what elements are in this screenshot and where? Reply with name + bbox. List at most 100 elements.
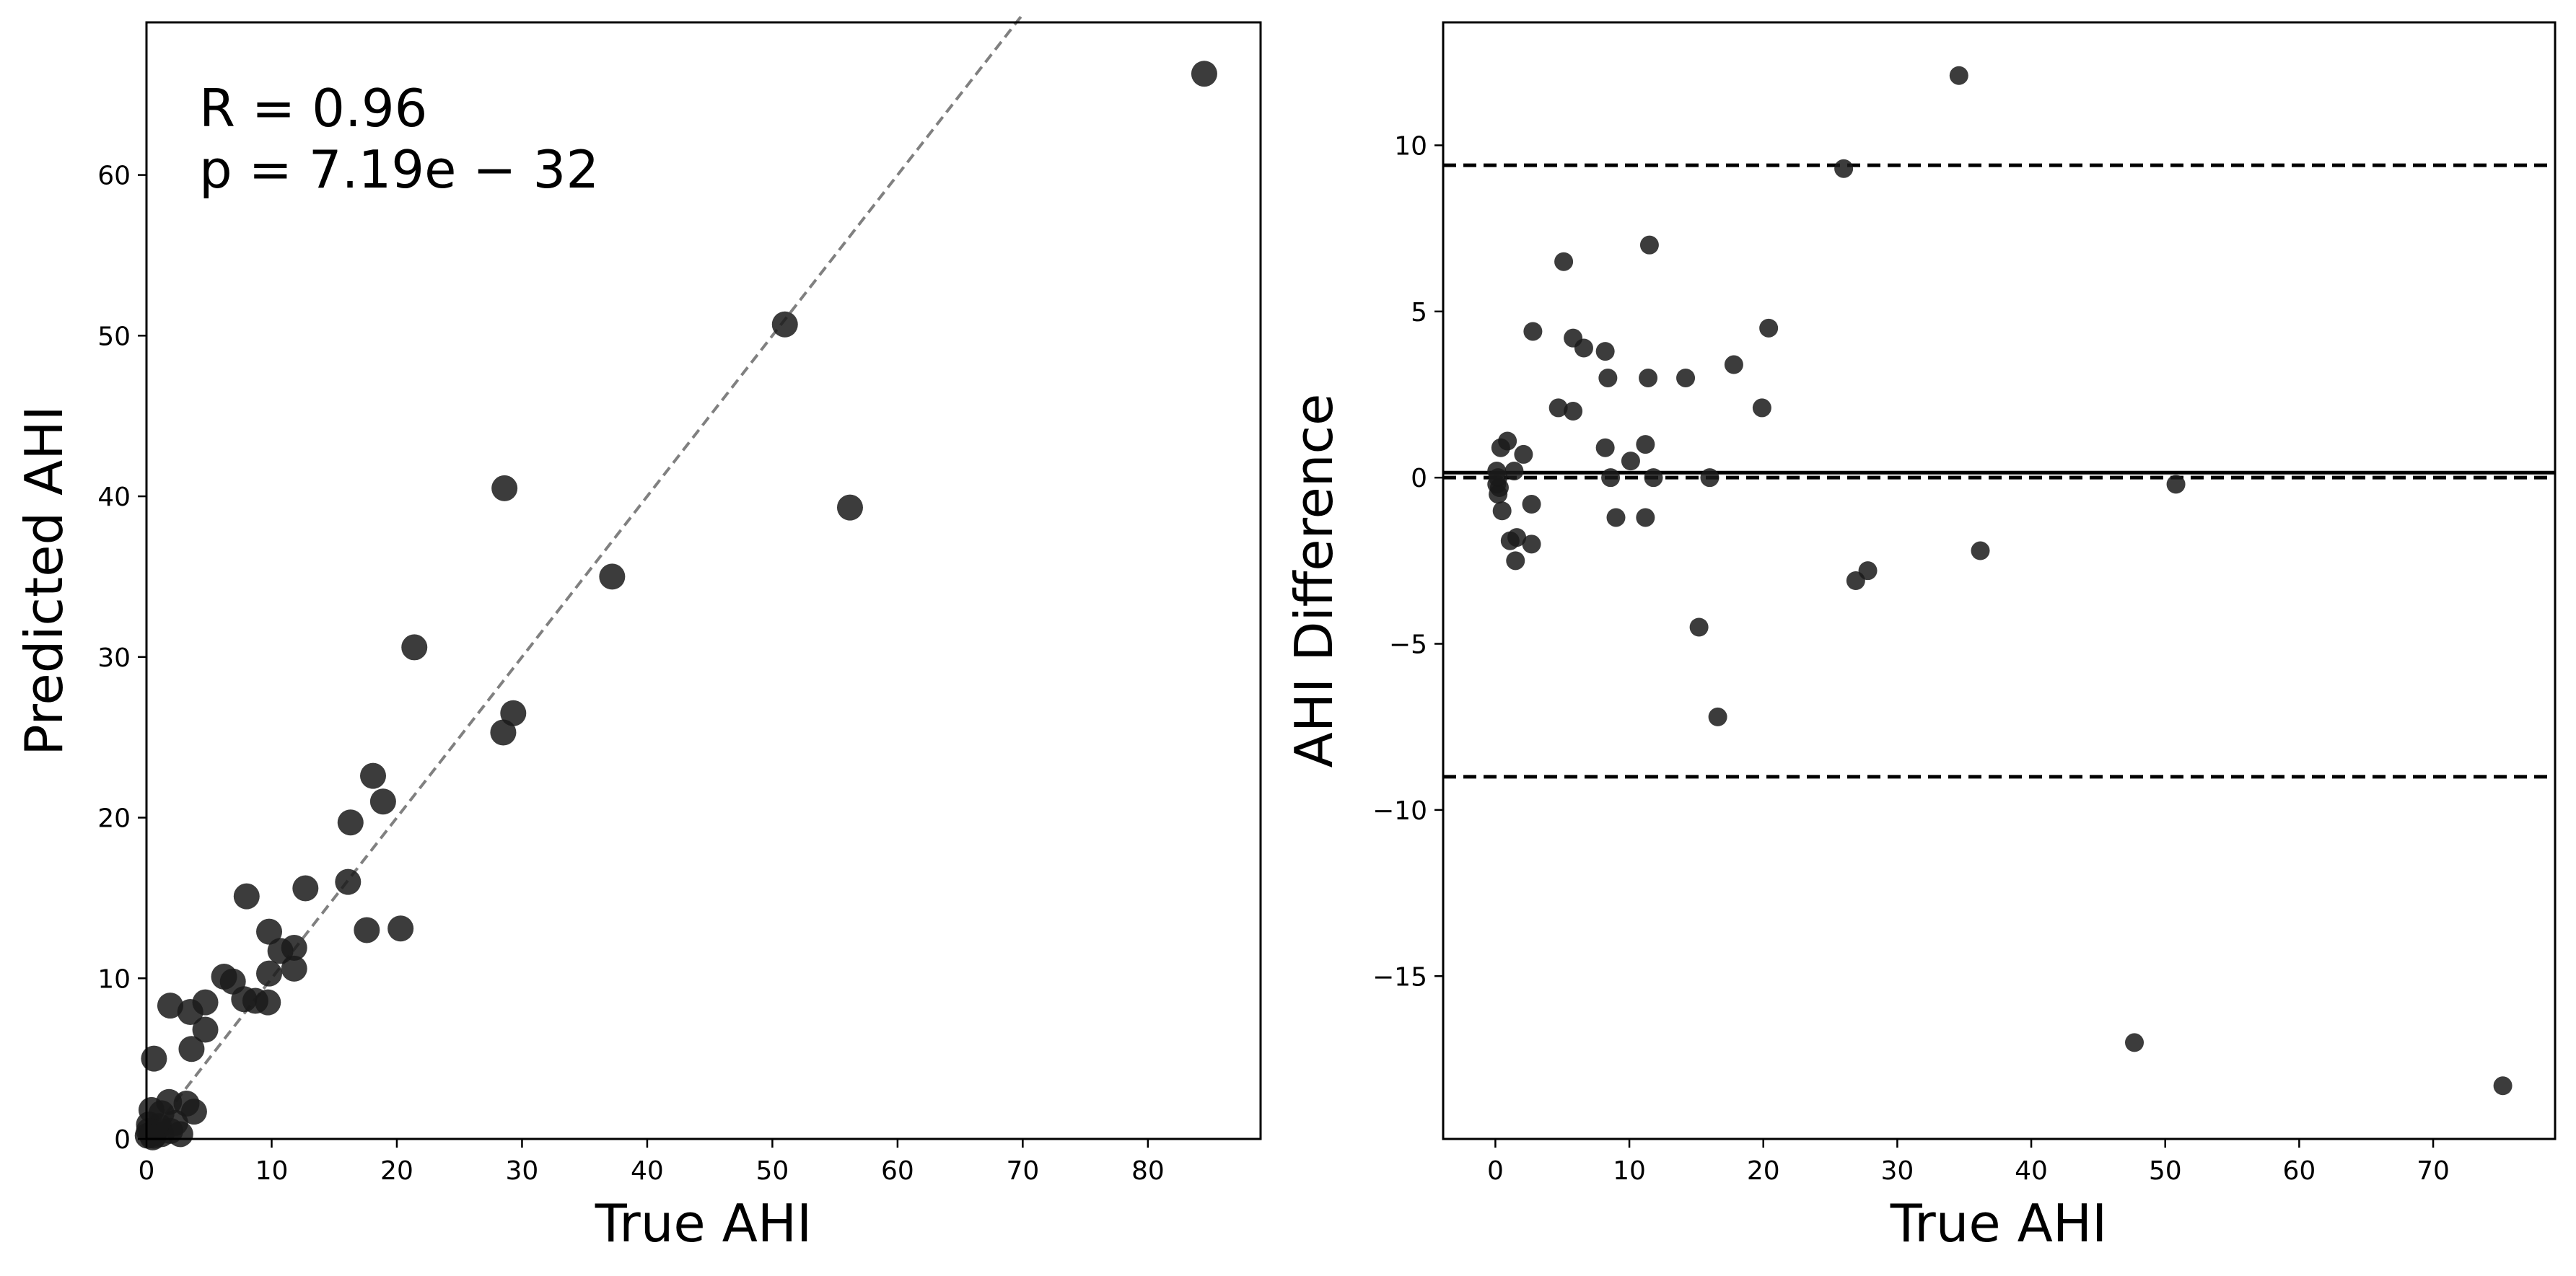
scatter-points <box>134 61 1217 1150</box>
y-tick-label: 10 <box>97 964 131 994</box>
scatter-point <box>599 563 626 590</box>
scatter-point <box>1564 402 1583 421</box>
y-tick-label: −5 <box>1389 630 1427 660</box>
scatter-point <box>1639 368 1658 387</box>
scatter-point <box>369 788 396 815</box>
scatter-point <box>771 311 798 338</box>
scatter-point <box>1595 438 1615 457</box>
scatter-point <box>157 993 183 1019</box>
scatter-point <box>1834 159 1854 178</box>
scatter-point <box>2125 1033 2145 1052</box>
y-tick-label: 50 <box>97 322 131 351</box>
scatter-point <box>1574 338 1593 358</box>
y-tick-label: 0 <box>1411 464 1427 493</box>
scatter-point <box>836 494 863 521</box>
y-axis-label: Predicted AHI <box>14 405 74 756</box>
scatter-point <box>1708 707 1727 726</box>
scatter-point <box>1523 322 1543 341</box>
y-tick-label: 60 <box>97 162 131 191</box>
x-tick-label: 10 <box>1613 1156 1646 1186</box>
x-axis-ticks: 0 10 20 30 40 50 60 70 80 <box>139 1139 1165 1186</box>
y-tick-label: −15 <box>1372 962 1427 992</box>
scatter-point <box>1548 398 1568 418</box>
scatter-point <box>180 1099 207 1125</box>
scatter-point <box>1639 235 1659 255</box>
scatter-point <box>192 1016 219 1043</box>
scatter-point <box>1554 252 1574 271</box>
scatter-point <box>1598 368 1618 387</box>
y-tick-label: 0 <box>114 1125 131 1155</box>
scatter-point <box>139 1124 166 1150</box>
scatter-point <box>1507 528 1527 547</box>
x-tick-label: 10 <box>255 1156 289 1186</box>
x-tick-label: 60 <box>2282 1156 2316 1186</box>
scatter-point <box>1636 508 1655 527</box>
scatter-point <box>1971 541 1990 560</box>
x-tick-label: 40 <box>2015 1156 2048 1186</box>
scatter-point <box>141 1045 167 1072</box>
x-tick-label: 70 <box>2417 1156 2450 1186</box>
scatter-point <box>1522 534 1541 554</box>
scatter-point <box>256 960 283 987</box>
scatter-point <box>1644 468 1663 488</box>
scatter-point <box>387 915 414 942</box>
x-tick-label: 20 <box>1747 1156 1780 1186</box>
x-axis-label: True AHI <box>595 1193 812 1254</box>
x-tick-label: 70 <box>1006 1156 1039 1186</box>
x-tick-label: 20 <box>380 1156 413 1186</box>
y-tick-label: 30 <box>97 643 131 673</box>
scatter-point <box>1601 468 1621 488</box>
scatter-point <box>1595 342 1615 361</box>
scatter-point <box>1606 508 1626 527</box>
scatter-point <box>500 700 527 726</box>
reference-lines <box>1443 163 2555 779</box>
axes-frame <box>145 21 1262 1140</box>
scatter-point <box>491 475 518 501</box>
y-axis-ticks: 0 10 20 30 40 50 60 <box>97 162 146 1155</box>
x-tick-label: 80 <box>1131 1156 1165 1186</box>
x-tick-label: 50 <box>756 1156 789 1186</box>
x-tick-label: 30 <box>506 1156 539 1186</box>
scatter-point <box>1504 461 1524 480</box>
x-tick-label: 30 <box>1880 1156 1914 1186</box>
scatter-point <box>335 868 362 895</box>
scatter-point <box>281 955 307 982</box>
scatter-point <box>233 883 260 910</box>
scatter-point <box>1700 468 1719 488</box>
scatter-point <box>1636 435 1655 454</box>
scatter-point <box>256 918 283 945</box>
x-tick-label: 0 <box>1487 1156 1504 1186</box>
y-axis-label: AHI Difference <box>1284 394 1344 768</box>
y-tick-label: 5 <box>1411 298 1427 327</box>
scatter-point <box>167 1121 193 1148</box>
scatter-point <box>490 719 517 746</box>
scatter-point <box>1949 66 1968 85</box>
scatter-point <box>2166 475 2186 494</box>
scatter-point <box>401 634 428 661</box>
scatter-point <box>2493 1076 2513 1096</box>
y-tick-label: 10 <box>1394 131 1427 161</box>
scatter-panel-predicted-vs-true: 0 10 20 30 40 50 60 70 80 0 10 20 30 40 50 60 True AHI… <box>14 13 1262 1254</box>
scatter-point <box>1492 501 1512 521</box>
scatter-point <box>1621 452 1640 471</box>
scatter-point <box>1522 495 1541 514</box>
scatter-point <box>1514 444 1533 464</box>
scatter-point <box>1759 318 1779 338</box>
scatter-point <box>354 917 380 943</box>
scatter-point <box>178 1036 205 1062</box>
y-tick-label: −10 <box>1372 796 1427 826</box>
scatter-point <box>337 809 364 836</box>
p-value-annotation: p = 7.19e − 32 <box>199 139 599 200</box>
scatter-panel-difference: 0 10 20 30 40 50 60 70 −15 −10 −5 0 5 10 True AHI AH… <box>1284 21 2557 1254</box>
scatter-point <box>292 875 319 902</box>
scatter-point <box>255 989 281 1016</box>
scatter-point <box>1506 551 1525 571</box>
x-tick-label: 50 <box>2149 1156 2182 1186</box>
scatter-point <box>1489 485 1508 504</box>
x-axis-ticks: 0 10 20 30 40 50 60 70 <box>1487 1139 2450 1186</box>
scatter-point <box>1491 438 1510 457</box>
x-tick-label: 0 <box>139 1156 155 1186</box>
y-tick-label: 20 <box>97 804 131 834</box>
scatter-point <box>267 938 294 964</box>
